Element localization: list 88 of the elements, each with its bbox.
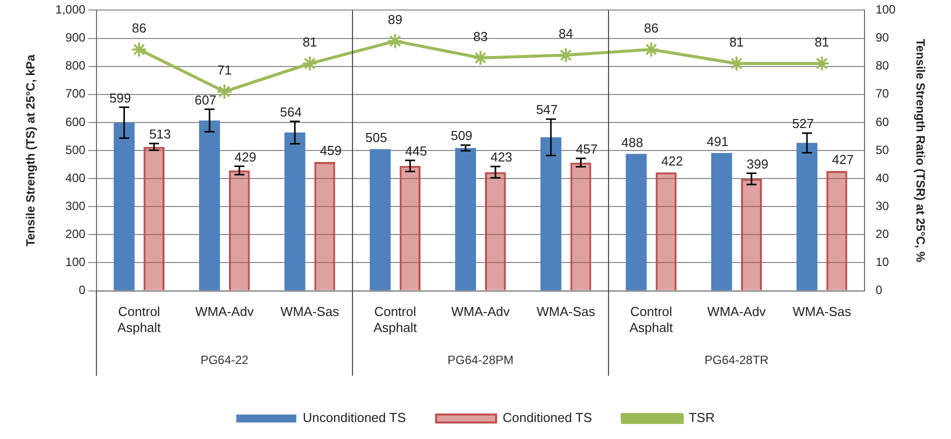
point (387, 33, 404, 50)
bar (741, 178, 762, 290)
y-axis-title: Tensile Strength (TS) at 25°C, kPa (24, 54, 38, 246)
data-label: 445 (405, 143, 427, 158)
data-label: 505 (365, 130, 388, 146)
y2-tick-label: 20 (876, 226, 890, 241)
bar (796, 142, 818, 290)
data-label: 423 (490, 150, 512, 165)
y2-tick-label: 50 (876, 142, 890, 157)
bar (484, 172, 506, 290)
bar (114, 122, 135, 290)
bar (626, 154, 647, 290)
y2-axis-title: Tensile Strength Ratio (TSR) at 25°C, % (913, 38, 928, 262)
y2-tick-label: 80 (876, 58, 890, 73)
bar (199, 120, 220, 290)
data-label: 86 (132, 20, 146, 36)
data-label: 89 (388, 12, 402, 28)
legend-label: Unconditioned TS (302, 410, 406, 426)
y2-tick-label: 0 (876, 283, 883, 298)
bar (455, 148, 476, 290)
data-label: 513 (149, 126, 171, 142)
y-tick-label: 800 (65, 58, 86, 73)
y2-tick-label: 90 (876, 30, 890, 45)
y2-tick-label: 30 (876, 198, 890, 213)
text: PG64-22 (200, 353, 249, 368)
x-tick-label: WMA-Adv (195, 304, 254, 320)
data-label: 547 (536, 102, 558, 118)
data-label: 459 (320, 143, 342, 158)
y2-tick-label: 40 (876, 170, 890, 185)
y-tick-label: 400 (65, 170, 86, 185)
point (216, 84, 232, 100)
data-label: 71 (217, 62, 232, 78)
y-tick-label: 700 (65, 86, 86, 101)
y-tick-label: 600 (65, 114, 86, 129)
x-tick-label: Control Asphalt (117, 304, 162, 335)
bar (711, 153, 732, 290)
bar (656, 172, 677, 290)
text: PG64-28TR (704, 353, 769, 368)
x-tick-label: WMA-Sas (792, 304, 852, 320)
x-tick-label: Control Asphalt (630, 304, 674, 335)
y2-tick-label: 10 (876, 255, 890, 270)
data-label: 81 (302, 34, 318, 50)
bar (370, 149, 391, 290)
x-tick-label: WMA-Adv (707, 304, 766, 320)
data-label: 488 (621, 134, 644, 150)
bar (400, 166, 421, 290)
data-label: 564 (280, 104, 302, 120)
legend-label: Conditioned TS (502, 410, 592, 426)
data-label: 607 (194, 92, 216, 108)
data-label: 399 (746, 156, 768, 172)
data-label: 527 (792, 116, 814, 132)
bar (228, 170, 250, 290)
y-tick-label: 900 (65, 30, 86, 45)
x-tick-label: WMA-Sas (280, 304, 340, 320)
data-label: 491 (706, 134, 728, 150)
point (302, 56, 318, 72)
data-label: 86 (644, 20, 658, 36)
data-label: 84 (558, 26, 574, 42)
x-tick-label: Control Asphalt (373, 304, 418, 335)
bar (826, 170, 848, 290)
y-tick-label: 300 (65, 198, 86, 213)
data-label: 457 (576, 141, 598, 156)
data-label: 81 (729, 34, 744, 50)
data-label: 429 (234, 149, 256, 164)
y-tick-label: 0 (78, 283, 86, 298)
point (131, 41, 148, 58)
bar (284, 132, 306, 290)
y-tick-label: 1,000 (55, 2, 86, 17)
y-tick-label: 100 (65, 255, 86, 270)
data-label: 81 (814, 34, 830, 50)
data-label: 427 (832, 152, 854, 168)
data-label: 509 (450, 128, 472, 144)
legend-label: TSR (688, 410, 715, 426)
y-tick-label: 500 (65, 142, 86, 157)
y2-tick-label: 70 (876, 86, 890, 101)
y2-tick-label: 60 (876, 114, 890, 129)
x-tick-label: WMA-Sas (536, 304, 596, 320)
bar (570, 162, 592, 290)
bar (540, 137, 562, 290)
bar (314, 162, 336, 290)
x-tick-label: WMA-Adv (451, 304, 510, 320)
data-label: 599 (109, 90, 132, 106)
data-label: 422 (661, 153, 683, 168)
bar (144, 146, 164, 290)
data-label: 83 (473, 28, 488, 44)
y2-tick-label: 100 (876, 2, 896, 17)
text: PG64-28PM (447, 353, 514, 368)
y-tick-label: 200 (65, 226, 86, 241)
